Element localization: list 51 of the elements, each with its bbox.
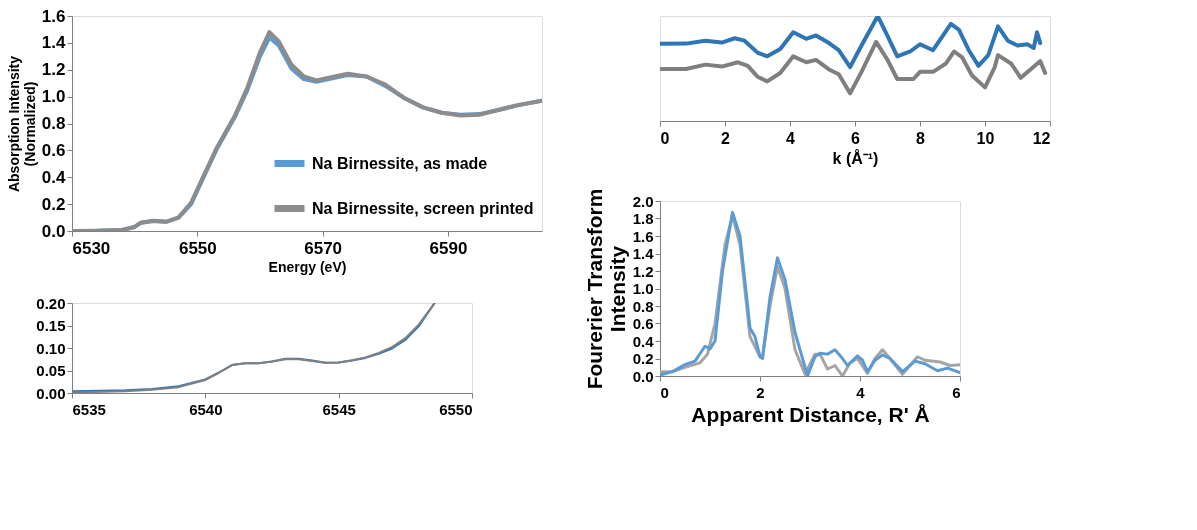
y-tick-label: 0.20 (36, 294, 66, 312)
x-tick-label: 2 (756, 383, 765, 401)
x-tick-label: 6550 (178, 238, 217, 258)
y-tick-label: 0.2 (632, 350, 654, 367)
x-tick-label: 4 (856, 383, 866, 401)
y-tick-label: 0.0 (41, 221, 66, 241)
y-tick-label: 1.0 (632, 280, 654, 297)
y-tick-label: 1.6 (41, 6, 66, 26)
x-axis-title: k (Å⁻¹) (832, 148, 879, 167)
legend-label: Na Birnessite, screen printed (312, 199, 534, 217)
y-tick-label: 1.4 (632, 245, 655, 262)
y-tick-label: 1.8 (632, 210, 654, 227)
x-tick-label: 0 (660, 129, 670, 147)
x-tick-label: 6545 (322, 400, 356, 418)
x-tick-label: 12 (1032, 129, 1051, 147)
y-tick-label: 0.6 (41, 140, 66, 160)
x-tick-label: 6 (851, 129, 861, 147)
x-tick-label: 10 (976, 129, 995, 147)
x-axis-title: Apparent Distance, R' Å (691, 402, 930, 426)
x-tick-label: 2 (721, 129, 731, 147)
y-tick-label: 0.8 (41, 114, 66, 133)
y-tick-label: 0.00 (36, 384, 66, 402)
legend-label: Na Birnessite, as made (312, 154, 488, 172)
x-tick-label: 6570 (304, 238, 343, 258)
x-tick-label: 6550 (439, 400, 473, 418)
y-axis-title: Fourerier Transform Intensity (582, 188, 629, 390)
y-tick-label: 0.4 (632, 332, 655, 350)
x-tick-label: 6535 (72, 400, 106, 418)
y-tick-label: 0.15 (36, 317, 66, 334)
y-tick-label: 0.4 (41, 167, 67, 187)
x-tick-label: 6590 (429, 238, 468, 258)
y-tick-label: 1.2 (632, 262, 654, 280)
y-tick-label: 0.05 (36, 362, 66, 379)
x-tick-label: 6540 (189, 400, 223, 418)
y-tick-label: 0.10 (36, 339, 66, 357)
x-tick-label: 6530 (72, 238, 111, 258)
y-tick-label: 1.0 (41, 87, 66, 107)
y-tick-label: 0.6 (632, 315, 654, 332)
y-tick-label: 1.2 (41, 60, 66, 80)
y-tick-label: 0.2 (41, 194, 66, 214)
x-axis-title: Energy (eV) (268, 258, 347, 275)
y-axis-title: Absorption Intensity (Normalized) (5, 55, 38, 193)
x-tick-label: 6 (952, 383, 961, 401)
y-tick-label: 0.8 (632, 297, 654, 315)
y-tick-label: 0.0 (632, 367, 654, 385)
x-tick-label: 0 (660, 383, 669, 401)
y-tick-label: 1.4 (41, 33, 67, 53)
y-tick-label: 1.6 (632, 227, 654, 245)
x-tick-label: 8 (916, 129, 926, 147)
y-tick-label: 2.0 (632, 192, 654, 210)
x-tick-label: 4 (786, 129, 796, 147)
